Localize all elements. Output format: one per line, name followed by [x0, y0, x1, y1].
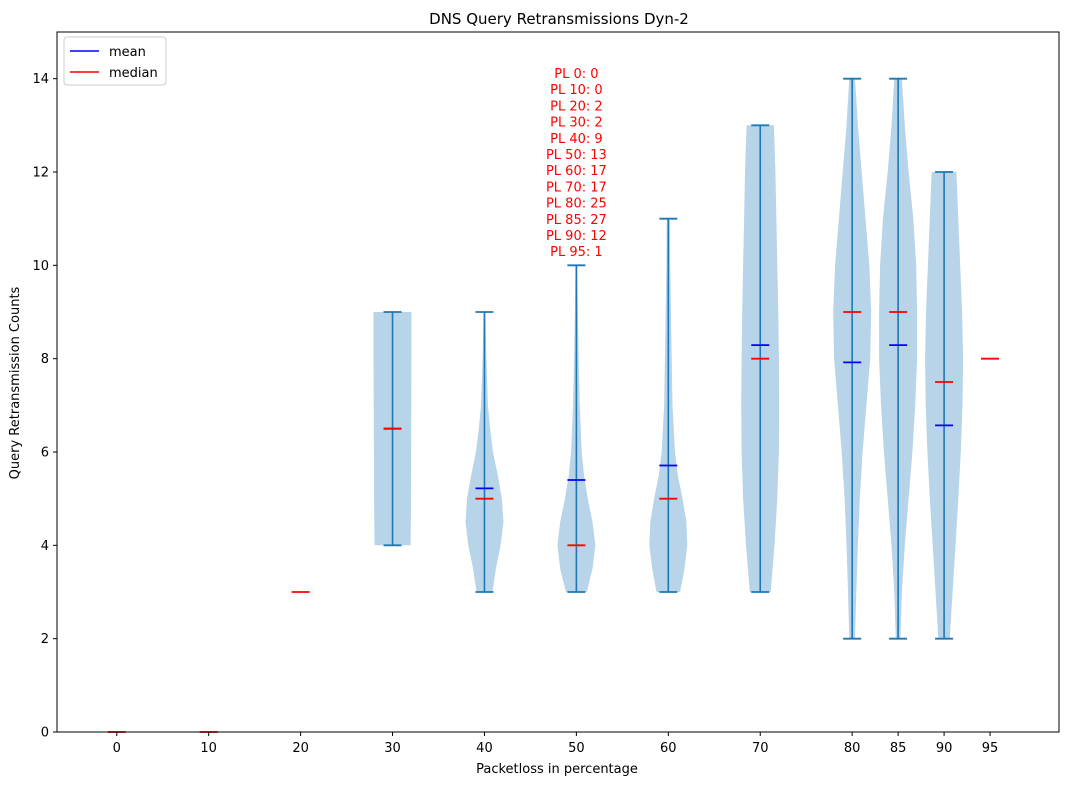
x-tick-label-85: 85: [890, 741, 907, 756]
annotation-line: PL 85: 27: [546, 213, 607, 228]
x-tick-label-90: 90: [936, 741, 953, 756]
annotation-line: PL 20: 2: [550, 99, 603, 114]
annotation-line: PL 0: 0: [554, 67, 598, 82]
x-axis: 0 10 20 30 40 50 60 70 80 85 90 95: [113, 732, 999, 756]
x-tick-label-10: 10: [200, 741, 217, 756]
annotation-line: PL 70: 17: [546, 180, 607, 195]
y-tick-label-4: 4: [41, 539, 49, 554]
annotation-line: PL 50: 13: [546, 148, 607, 163]
violin-bodies: [373, 78, 964, 639]
legend-box: [63, 36, 167, 86]
annotation-line: PL 10: 0: [550, 83, 603, 98]
x-tick-label-70: 70: [752, 741, 769, 756]
y-axis: 0 2 4 6 8 10 12 14: [32, 72, 57, 741]
x-tick-label-0: 0: [113, 741, 121, 756]
annotation-line: PL 40: 9: [550, 132, 603, 147]
annotation-line: PL 30: 2: [550, 116, 603, 131]
y-tick-label-2: 2: [41, 632, 49, 647]
y-tick-label-8: 8: [41, 352, 49, 367]
x-axis-label: Packetloss in percentage: [476, 762, 638, 777]
chart-title: DNS Query Retransmissions Dyn-2: [429, 10, 689, 28]
y-tick-label-14: 14: [32, 72, 49, 87]
x-tick-label-95: 95: [982, 741, 999, 756]
y-axis-label: Query Retransmission Counts: [8, 286, 23, 479]
y-tick-label-12: 12: [32, 166, 49, 181]
y-tick-label-0: 0: [41, 726, 49, 741]
count-annotation: PL 0: 0PL 10: 0PL 20: 2PL 30: 2PL 40: 9P…: [546, 67, 607, 260]
plot-area: [56, 31, 1060, 733]
x-tick-label-80: 80: [844, 741, 861, 756]
annotation-line: PL 80: 25: [546, 197, 607, 212]
x-tick-label-30: 30: [384, 741, 401, 756]
x-tick-label-50: 50: [568, 741, 585, 756]
annotation-line: PL 95: 1: [550, 245, 603, 260]
legend-median-label: median: [109, 66, 158, 81]
y-tick-label-10: 10: [32, 259, 49, 274]
plot-frame: [56, 31, 1060, 733]
x-tick-label-60: 60: [660, 741, 677, 756]
x-tick-label-20: 20: [292, 741, 309, 756]
legend: mean median: [63, 36, 167, 86]
annotation-line: PL 60: 17: [546, 164, 607, 179]
x-tick-label-40: 40: [476, 741, 493, 756]
annotation-line: PL 90: 12: [546, 229, 607, 244]
legend-mean-label: mean: [109, 45, 146, 60]
y-tick-label-6: 6: [41, 446, 49, 461]
